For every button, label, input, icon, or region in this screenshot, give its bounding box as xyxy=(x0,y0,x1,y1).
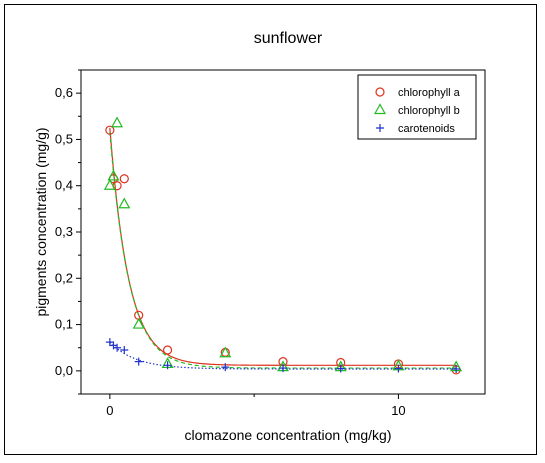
data-point-carotenoids xyxy=(134,357,143,366)
plot-area: 0 100,00,10,20,30,40,50,6 chlorophyll achl… xyxy=(55,69,486,418)
data-point-chlorophyll-a xyxy=(119,174,129,184)
legend-marker xyxy=(375,87,385,97)
data-point-carotenoids xyxy=(221,363,230,372)
legend-label: chlorophyll b xyxy=(398,105,460,117)
x-tick-label: 0 xyxy=(106,403,113,418)
data-point-carotenoids xyxy=(452,365,461,374)
data-point-chlorophyll-a xyxy=(162,345,173,355)
data-point-carotenoids xyxy=(113,343,122,352)
data-point-carotenoids xyxy=(163,361,172,370)
legend-label: chlorophyll a xyxy=(398,87,461,99)
data-point-carotenoids xyxy=(394,364,403,373)
data-point-chlorophyll-b xyxy=(132,317,145,329)
data-point-chlorophyll-b xyxy=(118,197,131,209)
y-tick-label: 0,0 xyxy=(55,363,73,378)
data-point-carotenoids xyxy=(336,364,345,373)
x-axis-label: clomazone concentration (mg/kg) xyxy=(185,427,392,443)
legend-label: carotenoids xyxy=(398,123,455,135)
fit-curve-chlorophyll-a xyxy=(109,127,457,366)
data-point-chlorophyll-b xyxy=(107,169,120,181)
legend-marker xyxy=(376,124,384,132)
y-tick-label: 0,5 xyxy=(55,131,73,146)
data-point-chlorophyll-b xyxy=(219,346,232,358)
y-tick-label: 0,2 xyxy=(55,270,73,285)
x-tick-label: 10 xyxy=(391,403,405,418)
fit-curve-chlorophyll-b xyxy=(109,131,457,369)
data-point-chlorophyll-b xyxy=(103,178,116,190)
data-point-chlorophyll-a xyxy=(105,125,115,135)
y-tick-label: 0,1 xyxy=(55,317,73,332)
data-point-carotenoids xyxy=(120,346,129,355)
data-point-chlorophyll-b xyxy=(111,116,124,128)
y-tick-label: 0,6 xyxy=(55,85,73,100)
chart-title: sunflower xyxy=(254,30,323,47)
legend-marker xyxy=(373,103,387,115)
figure-frame xyxy=(4,4,537,455)
data-point-carotenoids xyxy=(279,364,287,373)
legend: chlorophyll a chlorophyll b carotenoids xyxy=(357,74,477,140)
y-axis-label: pigments concentration (mg/g) xyxy=(33,127,49,316)
y-tick-label: 0,4 xyxy=(55,178,73,193)
y-tick-label: 0,3 xyxy=(55,224,73,239)
